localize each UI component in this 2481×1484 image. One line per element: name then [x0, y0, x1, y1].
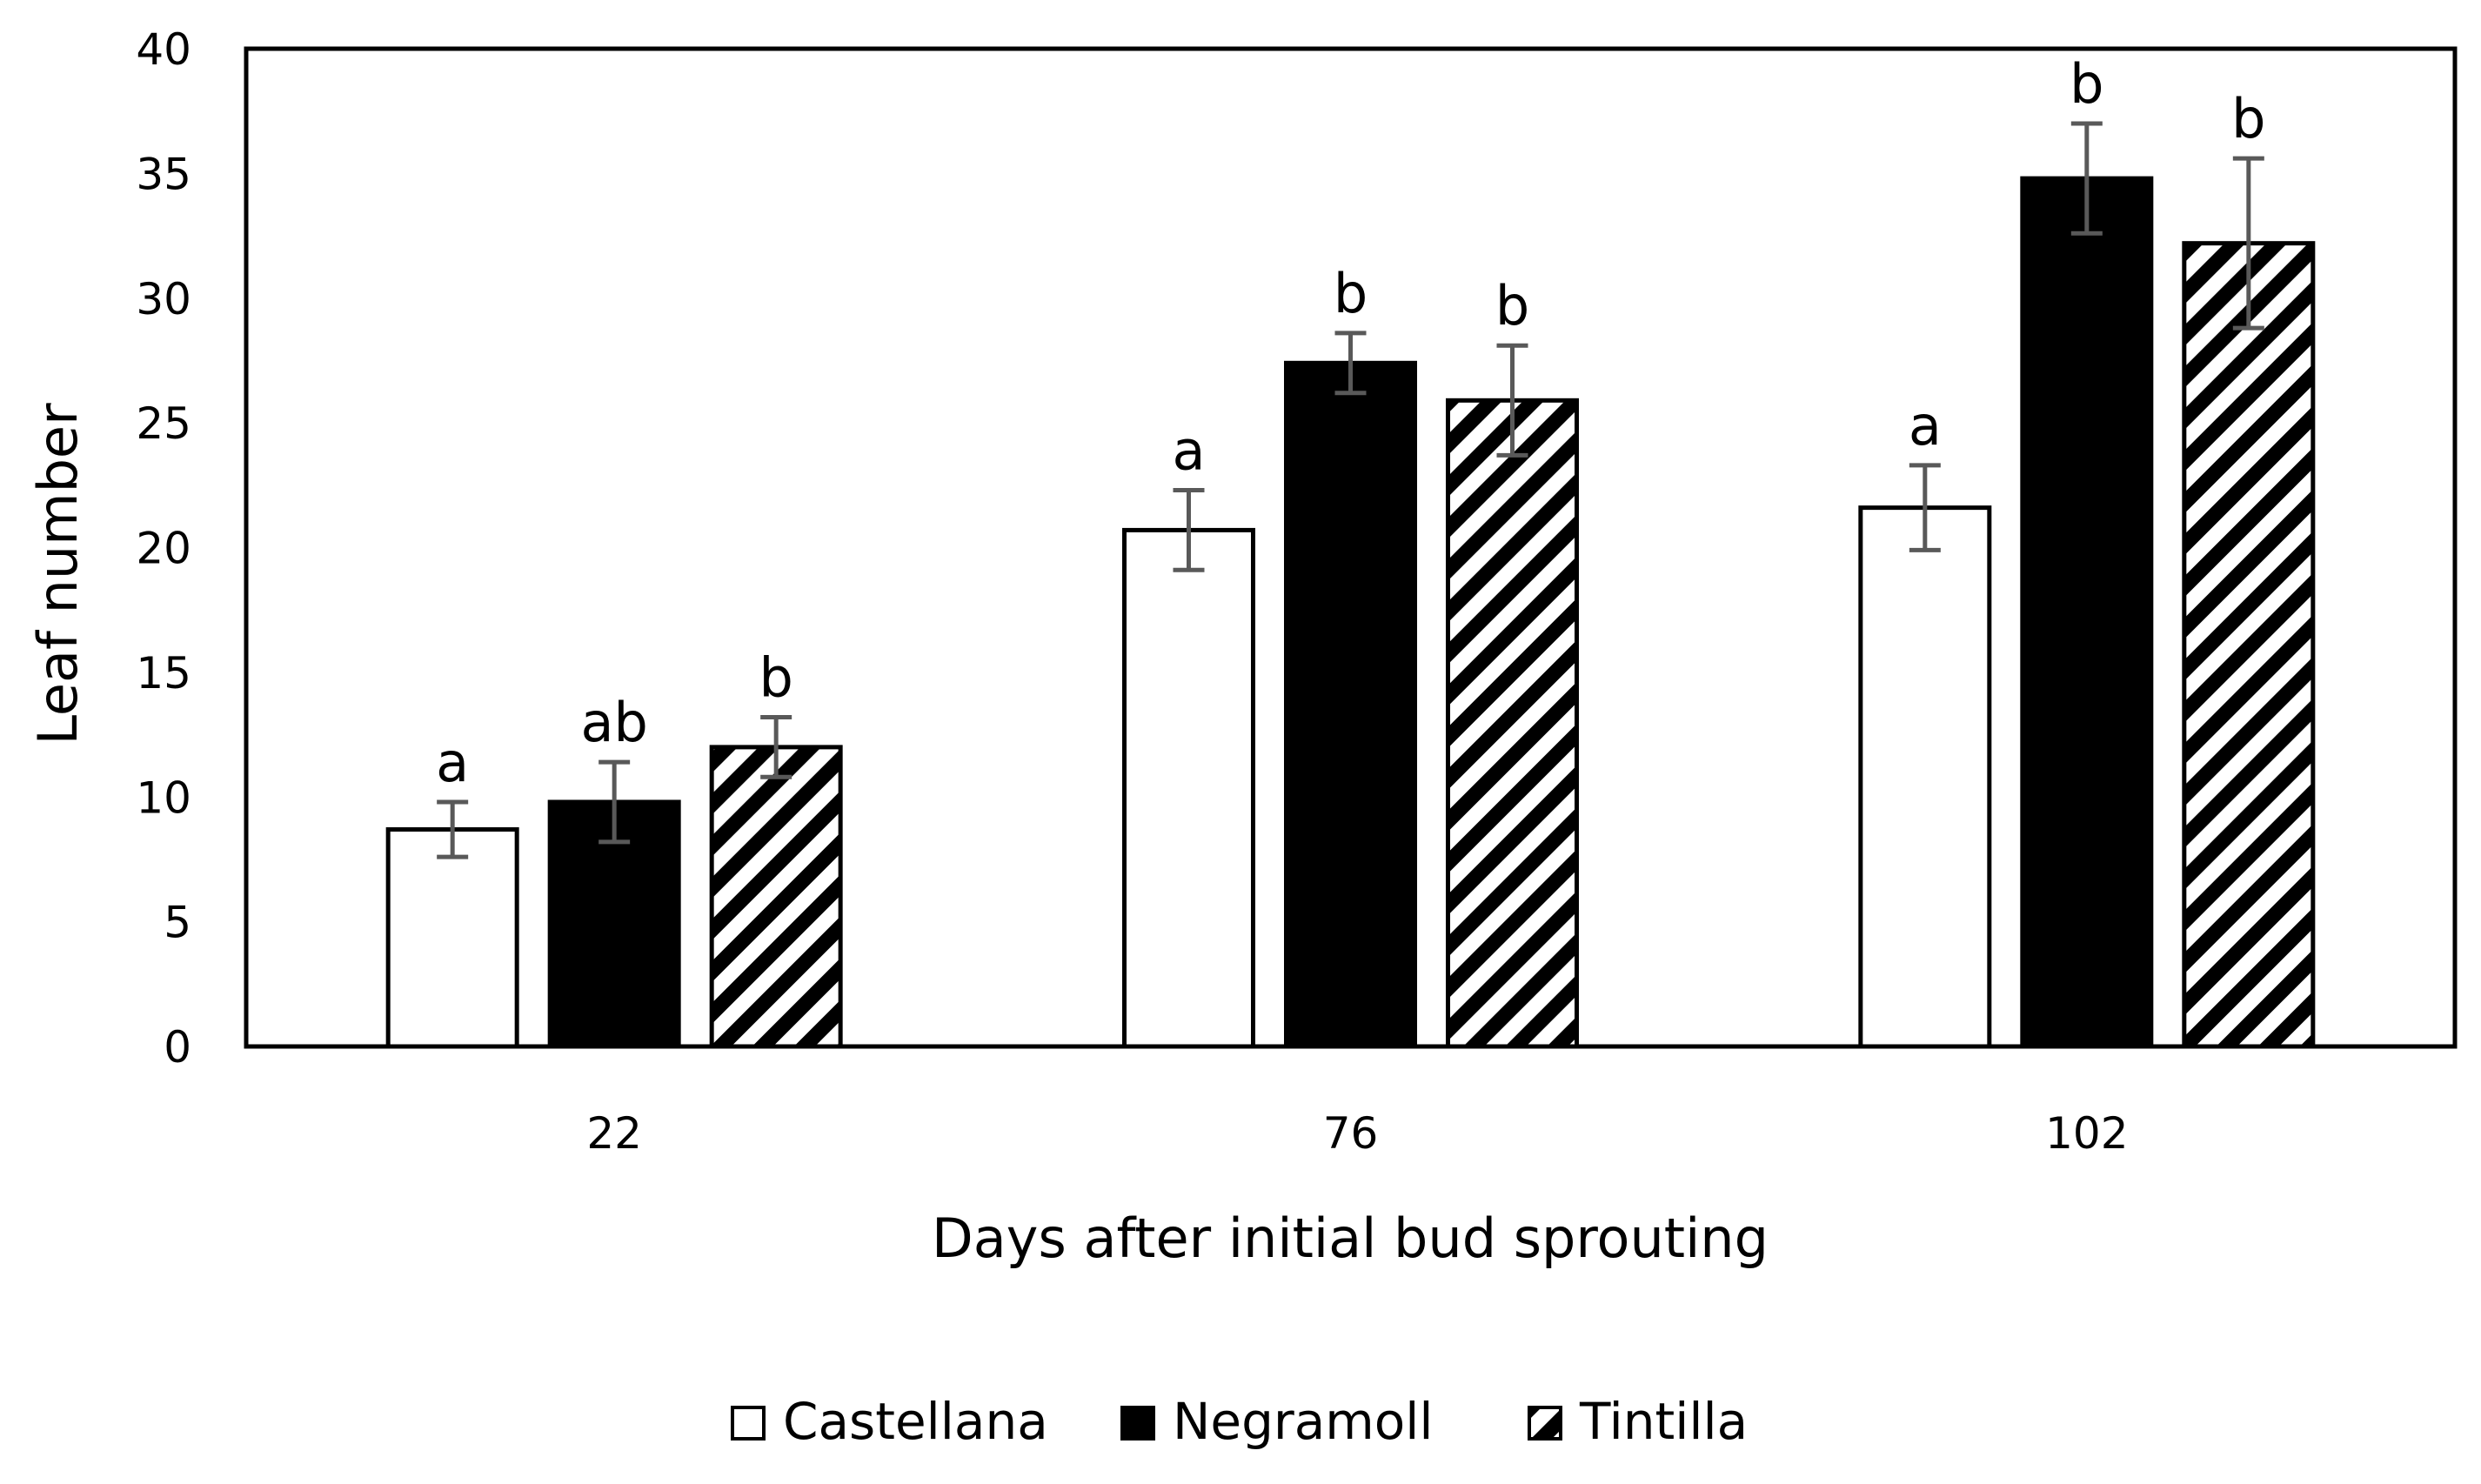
bar-negramoll-102	[2020, 176, 2154, 1049]
significance-label: a	[1173, 419, 1206, 483]
y-tick-label: 40	[136, 24, 191, 75]
legend-swatch-negramoll	[1120, 1406, 1155, 1441]
bar-castellana-102	[1858, 505, 1992, 1049]
legend: Castellana Negramoll Tintilla	[731, 1392, 1748, 1451]
y-tick-label: 35	[136, 149, 191, 199]
bar-tintilla-102	[2182, 241, 2316, 1049]
bar-tintilla-22	[709, 745, 843, 1049]
x-tick-label: 76	[1323, 1108, 1379, 1159]
legend-swatch-castellana	[731, 1406, 766, 1441]
bar-negramoll-76	[1284, 360, 1417, 1049]
significance-label: b	[2070, 52, 2103, 116]
significance-label: b	[1495, 274, 1529, 338]
legend-label-negramoll: Negramoll	[1173, 1392, 1434, 1451]
x-axis-title: Days after initial bud sprouting	[932, 1207, 1769, 1270]
bar-castellana-76	[1122, 527, 1255, 1049]
y-axis-title: Leaf number	[26, 403, 90, 745]
significance-label: b	[1334, 262, 1368, 325]
x-tick-label: 102	[2045, 1108, 2128, 1159]
y-tick-label: 10	[136, 772, 191, 823]
significance-label: ab	[580, 691, 647, 754]
y-tick-label: 25	[136, 398, 191, 449]
bar-tintilla-76	[1446, 398, 1579, 1049]
legend-swatch-tintilla	[1528, 1406, 1562, 1441]
bar-castellana-22	[385, 827, 519, 1049]
y-tick-label: 30	[136, 274, 191, 324]
legend-label-castellana: Castellana	[783, 1392, 1048, 1451]
legend-label-tintilla: Tintilla	[1579, 1392, 1748, 1451]
significance-label: a	[1909, 394, 1942, 458]
y-tick-label: 5	[164, 898, 191, 948]
significance-label: b	[2231, 87, 2265, 150]
plot-frame	[244, 46, 2458, 1049]
y-tick-label: 15	[136, 648, 191, 699]
significance-label: a	[436, 731, 469, 794]
y-tick-label: 20	[136, 524, 191, 574]
significance-label: b	[759, 645, 792, 709]
x-tick-label: 22	[586, 1108, 642, 1159]
y-tick-label: 0	[164, 1022, 191, 1073]
